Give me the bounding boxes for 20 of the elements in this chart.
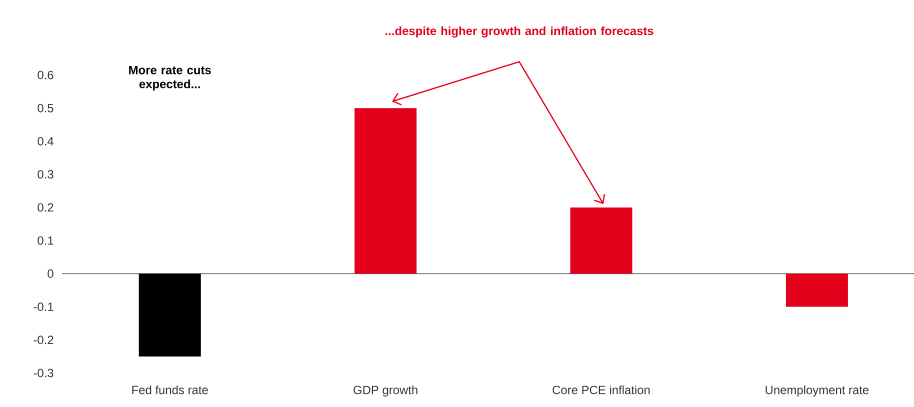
y-tick-label: 0.2 [38,203,54,212]
y-tick-label: 0.3 [38,170,54,179]
bar [786,274,848,307]
y-tick-label: 0 [48,269,54,278]
bar [570,207,632,274]
annotation: More rate cuts expected... [129,66,211,91]
y-tick-label: 0.1 [38,236,54,245]
text: ...despite higher growth and inflation forecasts [386,26,654,38]
y-tick-label: -0.2 [34,336,54,344]
x-tick-label: Unemployment rate [766,385,869,397]
y-tick-label: -0.1 [34,302,54,311]
y-tick-label: -0.3 [34,368,54,378]
y-tick-label: 0.6 [38,70,54,80]
bar [354,108,417,274]
bar [138,274,201,356]
y-tick-label: 0.4 [38,136,54,146]
y-tick-label: 0.5 [38,104,54,112]
x-tick-label: Fed funds rate [132,385,208,394]
x-tick-label: Core PCE inflation [552,385,650,394]
x-tick-label: GDP growth [354,385,418,397]
